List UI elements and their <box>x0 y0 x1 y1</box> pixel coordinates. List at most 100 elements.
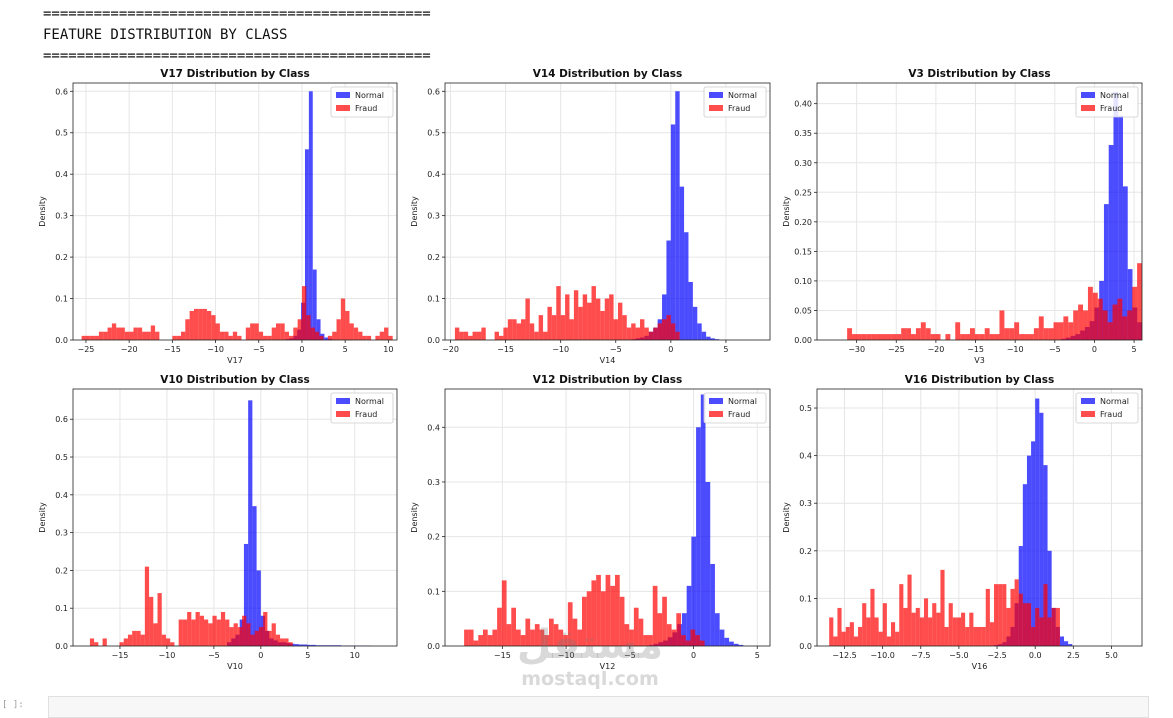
fraud-bar <box>217 620 221 646</box>
fraud-bar <box>896 334 901 340</box>
y-tick-label: 0.0 <box>55 642 68 651</box>
fraud-bar <box>237 336 241 340</box>
chart-title: V17 Distribution by Class <box>160 68 310 80</box>
fraud-bar <box>276 635 280 646</box>
fraud-bar <box>1103 310 1108 340</box>
legend-label-normal: Normal <box>728 397 757 406</box>
fraud-bar <box>618 303 622 340</box>
fraud-bar <box>887 636 891 646</box>
fraud-bar <box>128 635 132 646</box>
x-tick-label: −10.0 <box>870 651 895 660</box>
y-axis-label: Density <box>38 502 47 533</box>
fraud-bar <box>1014 322 1019 340</box>
fraud-bar <box>624 624 629 646</box>
fraud-bar <box>469 630 474 646</box>
fraud-bar <box>153 623 157 646</box>
fraud-bar <box>609 294 613 340</box>
fraud-bar <box>511 608 516 646</box>
fraud-bar <box>895 632 899 646</box>
fraud-bar <box>648 635 653 646</box>
fraud-bar <box>587 591 592 646</box>
y-tick-label: 0.4 <box>55 491 68 500</box>
fraud-bar <box>916 328 921 340</box>
y-tick-label: 0.2 <box>427 533 440 542</box>
fraud-bar <box>285 332 289 340</box>
fraud-bar <box>229 627 233 646</box>
fraud-bar <box>955 322 960 340</box>
fraud-bar <box>315 332 319 340</box>
fraud-bar <box>1068 322 1073 340</box>
fraud-bar <box>975 334 980 340</box>
fraud-bar <box>95 336 99 340</box>
fraud-bar <box>1031 627 1035 646</box>
fraud-bar <box>1048 617 1052 646</box>
fraud-bar <box>829 617 833 646</box>
y-tick-label: 0.2 <box>55 253 68 262</box>
x-tick-label: 5.0 <box>1105 651 1118 660</box>
fraud-bar <box>999 310 1004 340</box>
fraud-bar <box>695 635 700 646</box>
fraud-bar <box>982 627 986 646</box>
x-axis-label: V3 <box>974 356 985 365</box>
y-tick-label: 0.4 <box>55 170 68 179</box>
y-tick-label: 0.25 <box>794 188 812 197</box>
fraud-bar <box>495 332 499 340</box>
fraud-bar <box>606 575 611 646</box>
fraud-bar <box>503 328 507 340</box>
fraud-bar <box>1088 287 1093 340</box>
y-tick-label: 0.3 <box>55 212 68 221</box>
fraud-bar <box>349 323 353 340</box>
fraud-bar <box>464 332 468 340</box>
legend-swatch-fraud <box>336 411 350 417</box>
fraud-bar <box>1043 584 1047 646</box>
fraud-bar <box>185 319 189 340</box>
fraud-bar <box>565 294 569 340</box>
fraud-bar <box>108 328 112 340</box>
fraud-bar <box>675 332 679 340</box>
fraud-bar <box>936 613 940 646</box>
fraud-bar <box>238 627 242 646</box>
y-tick-label: 0.1 <box>55 295 68 304</box>
fraud-bar <box>242 616 246 646</box>
fraud-bar <box>568 602 573 646</box>
fraud-bar <box>233 332 237 340</box>
x-tick-label: −5 <box>253 345 265 354</box>
fraud-bar <box>605 299 609 340</box>
fraud-bar <box>539 315 543 340</box>
fraud-bar <box>949 603 953 646</box>
x-tick-label: −5.0 <box>949 651 968 660</box>
fraud-bar <box>911 334 916 340</box>
x-tick-label: 0 <box>258 651 263 660</box>
fraud-bar <box>1167 310 1172 340</box>
fraud-bar <box>969 613 973 646</box>
x-tick-label: −25 <box>888 345 905 354</box>
fraud-bar <box>1083 310 1088 340</box>
fraud-bar <box>341 299 345 340</box>
y-tick-label: 0.10 <box>794 277 812 286</box>
normal-bar <box>688 282 692 340</box>
fraud-bar <box>194 309 198 340</box>
fraud-bar <box>508 319 512 340</box>
fraud-bar <box>666 315 670 340</box>
fraud-bar <box>190 311 194 340</box>
fraud-bar <box>620 597 625 646</box>
fraud-bar <box>854 636 858 646</box>
y-tick-label: 0.00 <box>794 336 812 345</box>
x-tick-label: 0 <box>691 651 696 660</box>
legend-swatch-fraud <box>336 105 350 111</box>
fraud-bar <box>1127 310 1132 340</box>
fraud-bar <box>145 567 149 646</box>
normal-bar <box>715 613 720 646</box>
y-tick-label: 0.6 <box>427 87 440 96</box>
legend-swatch-fraud <box>1081 411 1095 417</box>
x-tick-label: 0 <box>299 345 304 354</box>
fraud-bar <box>151 325 155 340</box>
fraud-bar <box>259 332 263 340</box>
next-code-cell[interactable] <box>48 696 1149 718</box>
fraud-bar <box>181 332 185 340</box>
